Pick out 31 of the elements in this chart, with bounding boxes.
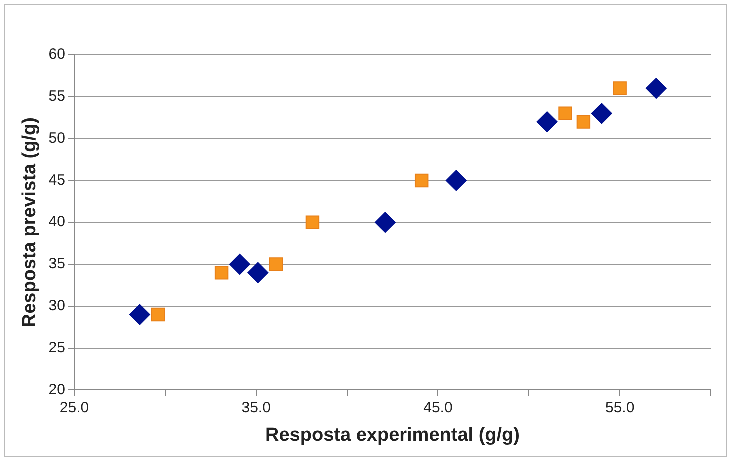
y-tick-label: 60: [48, 46, 66, 64]
y-tick-label: 35: [48, 256, 66, 273]
y-axis-title: Resposta prevista (g/g): [20, 118, 41, 328]
y-tick-label: 55: [48, 88, 66, 106]
point: [576, 115, 591, 129]
x-axis-title: Resposta experimental (g/g): [266, 424, 520, 446]
point: [591, 103, 612, 124]
point: [269, 258, 284, 272]
point: [129, 304, 150, 326]
y-tick-label: 40: [48, 214, 66, 231]
y-tick-label: 20: [48, 381, 66, 398]
point: [306, 216, 320, 230]
y-tick-label: 25: [48, 339, 66, 356]
point: [646, 78, 667, 100]
point: [151, 308, 166, 322]
x-tick-label: 25.0: [60, 399, 90, 416]
point: [229, 254, 250, 275]
point: [446, 170, 467, 192]
x-tick-label: 55.0: [605, 399, 635, 416]
y-tick-label: 30: [48, 298, 66, 315]
point: [536, 112, 558, 133]
y-tick-label: 45: [48, 172, 66, 189]
point: [214, 266, 229, 280]
point: [613, 82, 627, 96]
y-tick-label: 50: [48, 130, 66, 147]
x-tick-label: 45.0: [424, 399, 453, 416]
point: [558, 106, 572, 121]
point: [414, 174, 429, 188]
x-tick-label: 35.0: [242, 399, 271, 416]
point: [374, 212, 396, 234]
point: [248, 262, 269, 284]
